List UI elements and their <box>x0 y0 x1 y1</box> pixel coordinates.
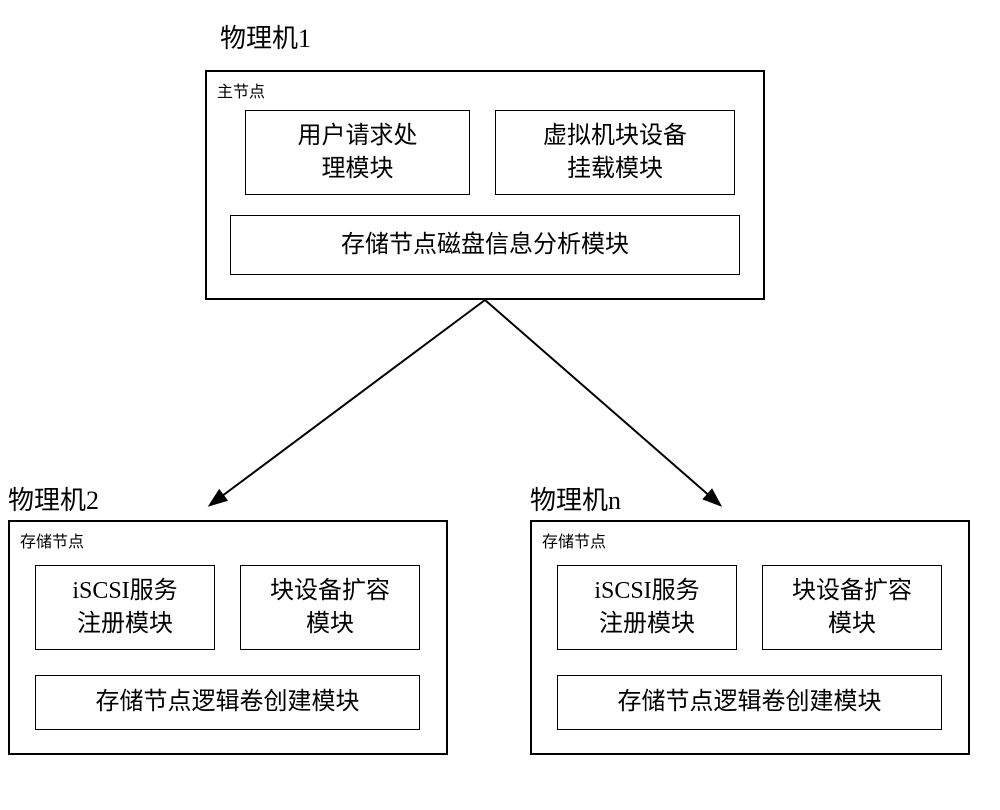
machineN-label: 物理机n <box>530 480 621 517</box>
iscsi-register-module-n: iSCSI服务注册模块 <box>557 565 737 650</box>
vm-block-device-module: 虚拟机块设备挂载模块 <box>495 110 735 195</box>
storage-node-n-title: 存储节点 <box>542 528 606 552</box>
disk-info-analysis-module: 存储节点磁盘信息分析模块 <box>230 215 740 275</box>
storage-node-2-title: 存储节点 <box>20 528 84 552</box>
machine2-label: 物理机2 <box>8 480 99 517</box>
master-node-title: 主节点 <box>217 78 265 102</box>
user-request-module: 用户请求处理模块 <box>245 110 470 195</box>
block-device-expand-module-2: 块设备扩容模块 <box>240 565 420 650</box>
lv-create-module-2: 存储节点逻辑卷创建模块 <box>35 675 420 730</box>
block-device-expand-module-n: 块设备扩容模块 <box>762 565 942 650</box>
machine1-label: 物理机1 <box>220 18 311 55</box>
lv-create-module-n: 存储节点逻辑卷创建模块 <box>557 675 942 730</box>
iscsi-register-module-2: iSCSI服务注册模块 <box>35 565 215 650</box>
